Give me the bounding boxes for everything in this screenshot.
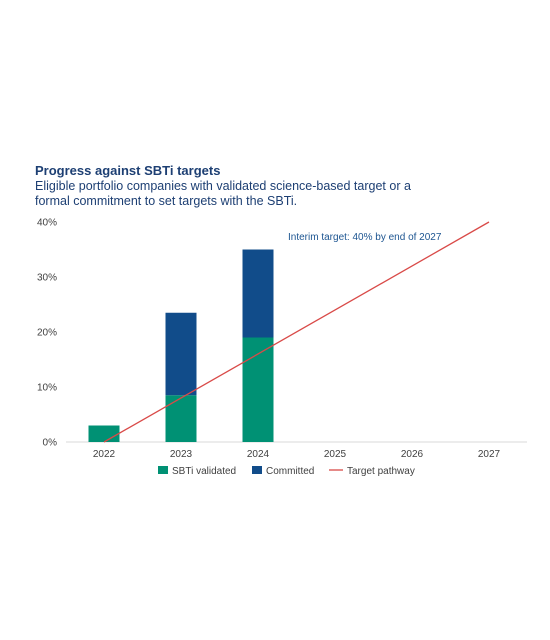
legend: SBTi validated Committed Target pathway — [158, 466, 415, 477]
y-tick-label: 0% — [43, 438, 58, 449]
x-tick-label: 2024 — [247, 449, 270, 460]
bar-validated-2024 — [242, 337, 274, 442]
legend-swatch-validated — [158, 466, 168, 474]
legend-label-target: Target pathway — [347, 466, 415, 477]
bar-committed-2023 — [165, 312, 197, 396]
y-tick-label: 20% — [37, 328, 57, 339]
y-tick-label: 10% — [37, 383, 57, 394]
x-tick-label: 2023 — [170, 449, 193, 460]
chart-title: Progress against SBTi targets — [35, 163, 221, 178]
x-tick-label: 2026 — [401, 449, 424, 460]
bar-committed-2024 — [242, 249, 274, 338]
interim-target-annotation: Interim target: 40% by end of 2027 — [288, 232, 442, 243]
x-tick-label: 2027 — [478, 449, 501, 460]
target-pathway-line — [103, 221, 490, 443]
legend-label-committed: Committed — [266, 466, 314, 477]
chart-subtitle: Eligible portfolio companies with valida… — [35, 179, 411, 208]
x-tick-label: 2025 — [324, 449, 347, 460]
legend-swatch-committed — [252, 466, 262, 474]
legend-label-validated: SBTi validated — [172, 466, 236, 477]
bar-validated-2023 — [165, 395, 197, 442]
x-tick-label: 2022 — [93, 449, 116, 460]
y-tick-label: 30% — [37, 273, 57, 284]
y-tick-label: 40% — [37, 218, 57, 229]
bar-validated-2022 — [88, 425, 120, 442]
